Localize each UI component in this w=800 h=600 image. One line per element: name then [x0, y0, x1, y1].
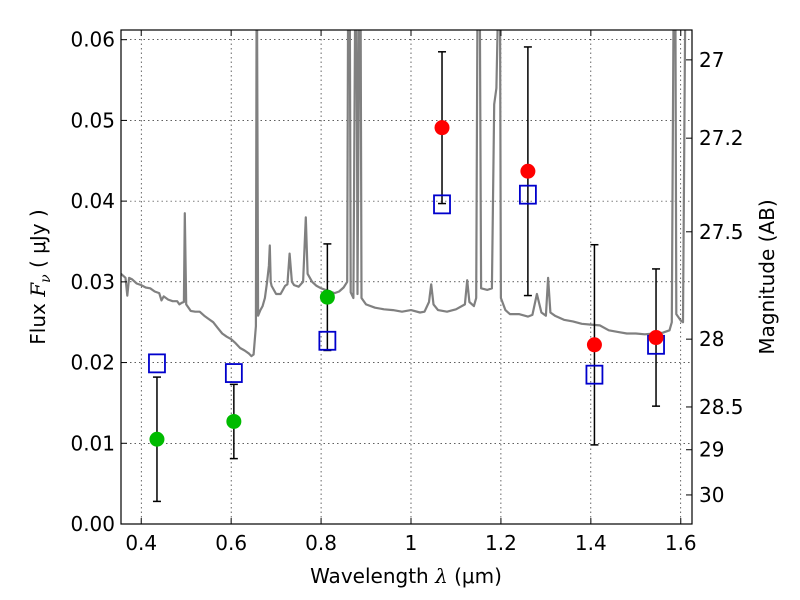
- x-tick-label: 0.4: [125, 531, 157, 555]
- template-spectrum: [121, 30, 687, 358]
- observed-point: [520, 163, 536, 179]
- x-tick-label: 1.4: [575, 531, 607, 555]
- model-photometry-points: [148, 184, 665, 385]
- x-tick-label: 1: [405, 531, 418, 555]
- y-tick-label: 0.02: [70, 351, 115, 375]
- y2-axis-label: Magnitude (AB): [755, 199, 779, 354]
- y2-tick-label: 27: [699, 48, 724, 72]
- x-axis-ticks: 0.4 0.6 0.8 1 1.2 1.4 1.6: [125, 30, 697, 555]
- observed-point: [149, 431, 165, 447]
- y2-tick-label: 29: [699, 438, 724, 462]
- y-tick-label: 0.03: [70, 270, 115, 294]
- model-square: [318, 330, 337, 351]
- observed-point: [586, 337, 602, 353]
- y2-tick-label: 28.5: [699, 395, 744, 419]
- x-tick-label: 1.6: [665, 531, 697, 555]
- y-axis-label: Flux Fν ( μJy ): [26, 209, 54, 344]
- x-tick-label: 0.6: [215, 531, 247, 555]
- observed-point: [648, 330, 664, 346]
- y2-tick-label: 28: [699, 327, 724, 351]
- model-square: [224, 363, 243, 383]
- model-square: [518, 184, 537, 205]
- observed-point: [319, 289, 335, 305]
- y2-tick-label: 30: [699, 483, 724, 507]
- plot-frame: [120, 29, 693, 525]
- y-tick-label: 0.04: [70, 189, 115, 213]
- y2-axis-ticks: 27 27.2 27.5 28 28.5 29 30: [686, 48, 744, 507]
- x-tick-label: 1.2: [485, 531, 517, 555]
- observed-photometry-points: [149, 120, 664, 447]
- y-tick-label: 0.00: [70, 512, 115, 536]
- y-tick-label: 0.01: [70, 431, 115, 455]
- model-square: [585, 364, 604, 385]
- y-tick-label: 0.05: [70, 108, 115, 132]
- observed-point: [226, 413, 242, 429]
- x-tick-label: 0.8: [305, 531, 337, 555]
- model-square: [148, 353, 166, 374]
- observed-point: [434, 120, 450, 136]
- y2-tick-label: 27.5: [699, 220, 744, 244]
- grid: [121, 30, 692, 524]
- template-spectrum-line: [121, 30, 687, 358]
- model-square: [433, 194, 451, 215]
- y-axis-ticks: 0.00 0.01 0.02 0.03 0.04 0.05 0.06: [70, 28, 127, 536]
- y2-tick-label: 27.2: [699, 126, 744, 150]
- y-tick-label: 0.06: [70, 28, 115, 52]
- x-axis-label: Wavelength λ (μm): [310, 564, 502, 588]
